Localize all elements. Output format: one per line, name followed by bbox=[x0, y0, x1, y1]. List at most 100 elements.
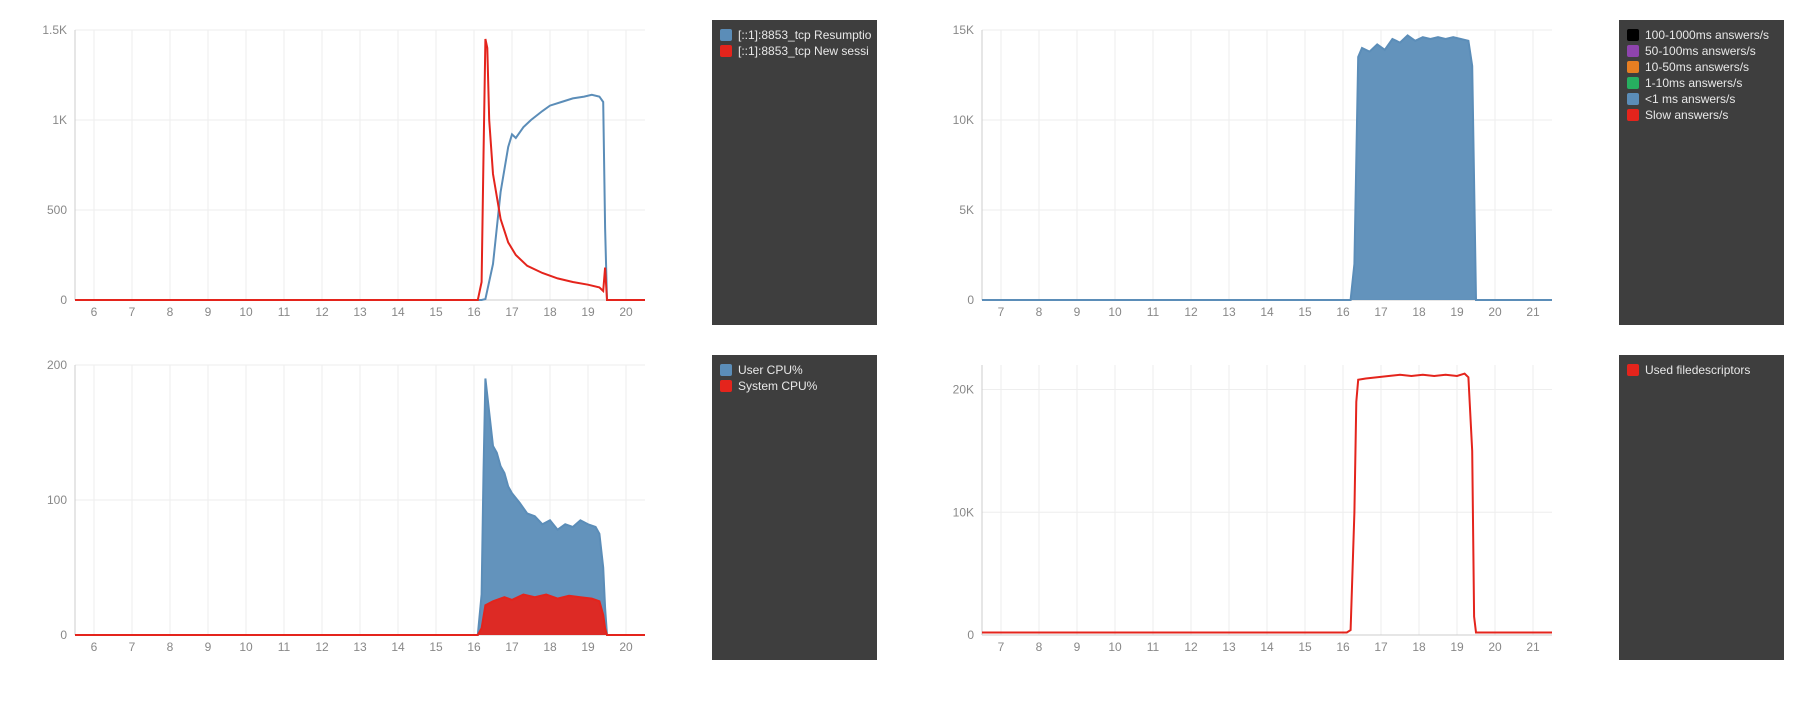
svg-text:16: 16 bbox=[467, 640, 481, 654]
legend-item[interactable]: [::1]:8853_tcp Resumptio bbox=[720, 28, 869, 42]
legend-label: 1-10ms answers/s bbox=[1645, 76, 1742, 90]
svg-text:16: 16 bbox=[1336, 640, 1350, 654]
legend-cpu: User CPU% System CPU% bbox=[712, 355, 877, 660]
svg-text:8: 8 bbox=[1036, 640, 1043, 654]
svg-text:6: 6 bbox=[91, 640, 98, 654]
svg-text:7: 7 bbox=[129, 305, 136, 319]
svg-text:7: 7 bbox=[129, 640, 136, 654]
legend-item[interactable]: 1-10ms answers/s bbox=[1627, 76, 1776, 90]
legend-item[interactable]: <1 ms answers/s bbox=[1627, 92, 1776, 106]
legend-swatch bbox=[720, 380, 732, 392]
chart-cpu: 010020067891011121314151617181920 bbox=[30, 355, 700, 660]
svg-text:500: 500 bbox=[47, 203, 67, 217]
legend-swatch bbox=[1627, 77, 1639, 89]
panel-answers: 05K10K15K789101112131415161718192021 100… bbox=[937, 20, 1784, 325]
svg-text:21: 21 bbox=[1526, 640, 1540, 654]
svg-text:8: 8 bbox=[167, 305, 174, 319]
svg-text:9: 9 bbox=[205, 305, 212, 319]
svg-text:8: 8 bbox=[167, 640, 174, 654]
legend-label: Slow answers/s bbox=[1645, 108, 1728, 122]
svg-text:12: 12 bbox=[315, 305, 329, 319]
svg-text:18: 18 bbox=[543, 640, 557, 654]
svg-text:19: 19 bbox=[581, 640, 595, 654]
svg-text:16: 16 bbox=[1336, 305, 1350, 319]
panel-cpu: 010020067891011121314151617181920 User C… bbox=[30, 355, 877, 660]
svg-text:14: 14 bbox=[1260, 305, 1274, 319]
legend-label: 100-1000ms answers/s bbox=[1645, 28, 1769, 42]
svg-text:13: 13 bbox=[353, 640, 367, 654]
svg-text:8: 8 bbox=[1036, 305, 1043, 319]
chart-fds: 010K20K789101112131415161718192021 bbox=[937, 355, 1607, 660]
legend-swatch bbox=[720, 364, 732, 376]
legend-swatch bbox=[720, 45, 732, 57]
legend-item[interactable]: Slow answers/s bbox=[1627, 108, 1776, 122]
legend-label: 50-100ms answers/s bbox=[1645, 44, 1756, 58]
svg-text:0: 0 bbox=[967, 293, 974, 307]
svg-text:17: 17 bbox=[505, 305, 519, 319]
legend-fds: Used filedescriptors bbox=[1619, 355, 1784, 660]
legend-swatch bbox=[1627, 364, 1639, 376]
svg-text:14: 14 bbox=[391, 640, 405, 654]
svg-text:14: 14 bbox=[391, 305, 405, 319]
svg-text:11: 11 bbox=[278, 305, 291, 319]
dashboard-grid: 05001K1.5K67891011121314151617181920 [::… bbox=[30, 20, 1784, 660]
legend-item[interactable]: 50-100ms answers/s bbox=[1627, 44, 1776, 58]
legend-label: System CPU% bbox=[738, 379, 817, 393]
legend-label: 10-50ms answers/s bbox=[1645, 60, 1749, 74]
svg-text:1.5K: 1.5K bbox=[42, 23, 67, 37]
svg-text:19: 19 bbox=[1450, 305, 1464, 319]
svg-text:21: 21 bbox=[1526, 305, 1540, 319]
legend-label: [::1]:8853_tcp Resumptio bbox=[738, 28, 871, 42]
svg-text:20: 20 bbox=[1488, 640, 1502, 654]
chart-sessions: 05001K1.5K67891011121314151617181920 bbox=[30, 20, 700, 325]
legend-item[interactable]: 100-1000ms answers/s bbox=[1627, 28, 1776, 42]
svg-text:16: 16 bbox=[467, 305, 481, 319]
panel-fds: 010K20K789101112131415161718192021 Used … bbox=[937, 355, 1784, 660]
svg-text:10: 10 bbox=[1108, 640, 1122, 654]
svg-text:9: 9 bbox=[1074, 305, 1081, 319]
svg-text:1K: 1K bbox=[52, 113, 67, 127]
svg-text:10K: 10K bbox=[953, 505, 974, 519]
svg-text:15: 15 bbox=[1298, 640, 1312, 654]
svg-text:10: 10 bbox=[239, 640, 253, 654]
svg-text:0: 0 bbox=[60, 628, 67, 642]
svg-text:20: 20 bbox=[1488, 305, 1502, 319]
svg-text:0: 0 bbox=[967, 628, 974, 642]
svg-text:11: 11 bbox=[1147, 640, 1160, 654]
legend-item[interactable]: [::1]:8853_tcp New sessi bbox=[720, 44, 869, 58]
legend-item[interactable]: Used filedescriptors bbox=[1627, 363, 1776, 377]
svg-text:0: 0 bbox=[60, 293, 67, 307]
svg-text:19: 19 bbox=[581, 305, 595, 319]
panel-sessions: 05001K1.5K67891011121314151617181920 [::… bbox=[30, 20, 877, 325]
svg-text:5K: 5K bbox=[959, 203, 974, 217]
svg-text:12: 12 bbox=[1184, 640, 1198, 654]
svg-text:20: 20 bbox=[619, 305, 633, 319]
svg-text:13: 13 bbox=[1222, 305, 1236, 319]
legend-label: User CPU% bbox=[738, 363, 803, 377]
chart-answers: 05K10K15K789101112131415161718192021 bbox=[937, 20, 1607, 325]
legend-label: [::1]:8853_tcp New sessi bbox=[738, 44, 869, 58]
svg-text:13: 13 bbox=[353, 305, 367, 319]
svg-text:19: 19 bbox=[1450, 640, 1464, 654]
svg-text:7: 7 bbox=[998, 640, 1005, 654]
svg-text:18: 18 bbox=[1412, 305, 1426, 319]
svg-text:20K: 20K bbox=[953, 383, 974, 397]
legend-item[interactable]: 10-50ms answers/s bbox=[1627, 60, 1776, 74]
svg-text:200: 200 bbox=[47, 358, 67, 372]
svg-text:20: 20 bbox=[619, 640, 633, 654]
legend-swatch bbox=[1627, 61, 1639, 73]
svg-text:13: 13 bbox=[1222, 640, 1236, 654]
svg-text:11: 11 bbox=[1147, 305, 1160, 319]
svg-text:9: 9 bbox=[1074, 640, 1081, 654]
legend-item[interactable]: User CPU% bbox=[720, 363, 869, 377]
legend-swatch bbox=[1627, 93, 1639, 105]
legend-swatch bbox=[1627, 109, 1639, 121]
svg-text:15: 15 bbox=[1298, 305, 1312, 319]
svg-text:14: 14 bbox=[1260, 640, 1274, 654]
legend-item[interactable]: System CPU% bbox=[720, 379, 869, 393]
svg-text:15K: 15K bbox=[953, 23, 974, 37]
svg-text:17: 17 bbox=[1374, 640, 1388, 654]
legend-label: <1 ms answers/s bbox=[1645, 92, 1735, 106]
svg-text:18: 18 bbox=[543, 305, 557, 319]
legend-sessions: [::1]:8853_tcp Resumptio[::1]:8853_tcp N… bbox=[712, 20, 877, 325]
